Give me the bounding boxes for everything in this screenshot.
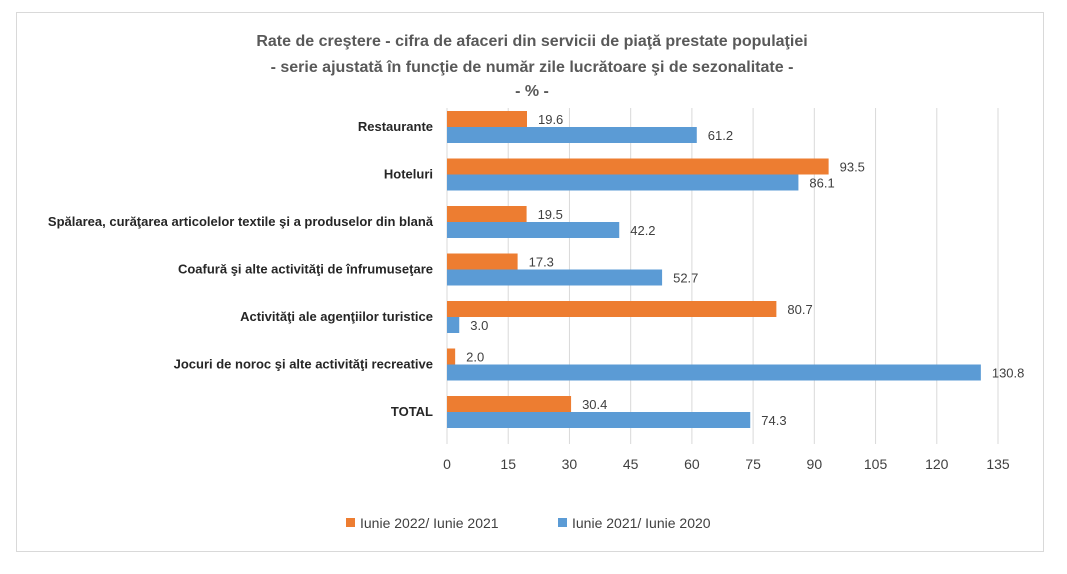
bar	[447, 269, 663, 286]
x-tick-label: 45	[623, 456, 639, 472]
data-label: 80.7	[787, 302, 812, 317]
bar	[447, 348, 456, 365]
data-label: 17.3	[529, 255, 554, 270]
bars: 19.6 61.2 93.5 86.1 19.5 42.2 17.3 52.7 80.7 3.0 2…	[447, 111, 1024, 428]
x-tick-label: 105	[864, 456, 888, 472]
data-label: 2.0	[466, 350, 484, 365]
category-labels: Restaurante Hoteluri Spălarea, curăţarea a…	[48, 119, 434, 419]
legend-label: Iunie 2021/ Iunie 2020	[572, 515, 711, 531]
data-label: 42.2	[630, 223, 655, 238]
x-tick-label: 75	[745, 456, 761, 472]
data-label: 19.5	[538, 207, 563, 222]
legend-label: Iunie 2022/ Iunie 2021	[360, 515, 499, 531]
data-label: 74.3	[761, 413, 786, 428]
data-label: 3.0	[470, 318, 488, 333]
bar	[447, 396, 572, 412]
category-label: Jocuri de noroc şi alte activităţi recre…	[174, 357, 433, 372]
data-label: 52.7	[673, 271, 698, 286]
bar	[447, 364, 981, 381]
chart-title: Rate de creştere - cifra de afaceri din …	[256, 33, 807, 100]
legend-swatch	[558, 518, 567, 527]
category-label: Activităţi ale agenţiilor turistice	[240, 309, 433, 324]
bar	[447, 174, 799, 191]
bar	[447, 253, 518, 270]
bar	[447, 317, 460, 333]
category-label: Coafură şi alte activităţi de înfrumuseţ…	[178, 262, 433, 277]
bar	[447, 111, 527, 127]
x-tick-label: 60	[684, 456, 700, 472]
data-label: 61.2	[708, 128, 733, 143]
category-label: TOTAL	[391, 404, 433, 419]
legend-swatch	[346, 518, 355, 527]
bar	[447, 222, 620, 238]
category-label: Restaurante	[358, 119, 433, 134]
bar	[447, 206, 527, 222]
x-tick-label: 90	[807, 456, 823, 472]
x-tick-label: 120	[925, 456, 949, 472]
data-label: 30.4	[582, 397, 607, 412]
x-axis-ticks: 0 15 30 45 60 75 90 105 120 135	[443, 456, 1010, 472]
bar	[447, 127, 697, 143]
data-label: 130.8	[992, 366, 1025, 381]
bar	[447, 412, 751, 428]
chart-title-line: - serie ajustată în funcţie de număr zil…	[271, 59, 794, 76]
x-tick-label: 135	[986, 456, 1010, 472]
chart-title-line: Rate de creştere - cifra de afaceri din …	[256, 33, 807, 50]
x-tick-label: 0	[443, 456, 451, 472]
bar	[447, 301, 777, 317]
x-tick-label: 30	[562, 456, 578, 472]
data-label: 19.6	[538, 112, 563, 127]
data-label: 86.1	[809, 176, 834, 191]
legend: Iunie 2022/ Iunie 2021 Iunie 2021/ Iunie …	[346, 515, 711, 531]
category-label: Hoteluri	[384, 167, 433, 182]
bar	[447, 158, 829, 175]
data-label: 93.5	[840, 160, 865, 175]
x-tick-label: 15	[500, 456, 516, 472]
chart-title-line: - % -	[515, 83, 549, 100]
category-label: Spălarea, curăţarea articolelor textile …	[48, 214, 434, 229]
